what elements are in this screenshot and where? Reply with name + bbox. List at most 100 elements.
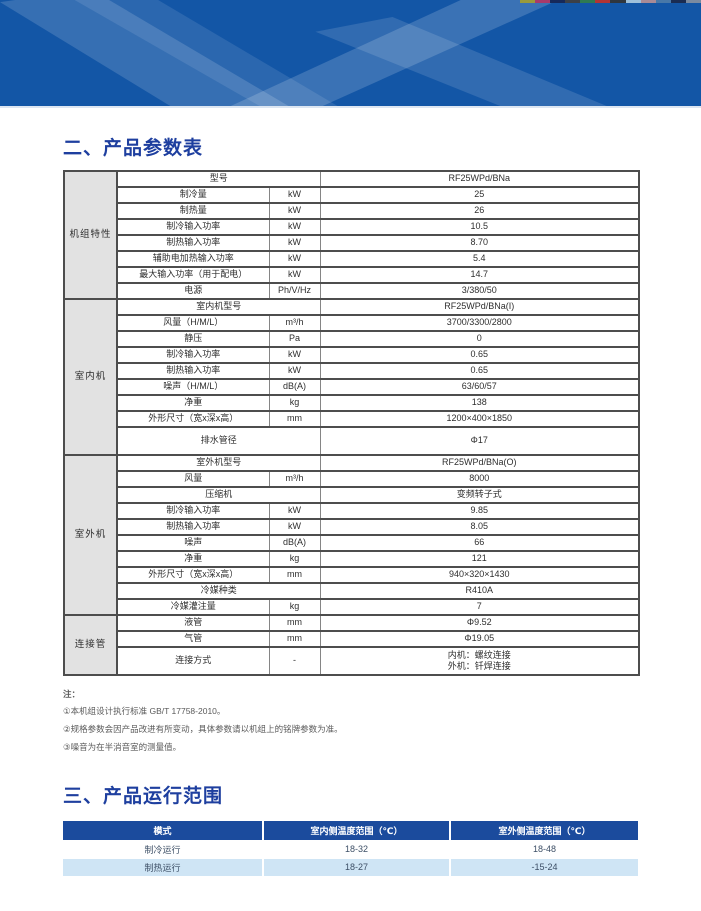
header-banner	[0, 0, 701, 108]
operating-range-table: 模式 室内侧温度范围（℃） 室外侧温度范围（℃） 制冷运行 18-32 18-48 制热运…	[63, 821, 638, 877]
spec-value-cell: 3/380/50	[319, 282, 640, 300]
spec-unit-cell: kW	[268, 250, 321, 268]
spec-row: 制冷输入功率 kW 9.85	[64, 502, 640, 520]
spec-unit-cell: kW	[268, 502, 321, 520]
spec-name-cell: 风量	[116, 470, 270, 488]
spec-row: 噪声 dB(A) 66	[64, 534, 640, 552]
range-cell: 18-32	[262, 840, 450, 859]
spec-value-cell: 8.05	[319, 518, 640, 536]
spec-unit-cell: kW	[268, 218, 321, 236]
spec-name-cell: 静压	[116, 330, 270, 348]
spec-value-cell: RF25WPd/BNa	[319, 170, 640, 188]
color-strip-segment	[610, 0, 626, 3]
spec-value-cell: 66	[319, 534, 640, 552]
spec-name-cell: 排水管径	[116, 426, 321, 456]
range-table-body: 制冷运行 18-32 18-48 制热运行 18-27 -15-24	[63, 840, 638, 877]
spec-row: 制冷输入功率 kW 10.5	[64, 218, 640, 236]
spec-row: 外形尺寸（宽x深x高） mm 1200×400×1850	[64, 410, 640, 428]
spec-name-cell: 制冷输入功率	[116, 502, 270, 520]
spec-unit-cell: Ph/V/Hz	[268, 282, 321, 300]
spec-name-cell: 冷媒种类	[116, 582, 321, 600]
spec-unit-cell: mm	[268, 566, 321, 584]
spec-row: 风量 m³/h 8000	[64, 470, 640, 488]
spec-row: 冷媒种类 R410A	[64, 582, 640, 600]
spec-row: 电源 Ph/V/Hz 3/380/50	[64, 282, 640, 300]
spec-value-cell: 3700/3300/2800	[319, 314, 640, 332]
range-cell: 18-27	[262, 858, 450, 877]
spec-value-cell: 0.65	[319, 346, 640, 364]
spec-value-cell: 138	[319, 394, 640, 412]
spec-name-cell: 制热输入功率	[116, 234, 270, 252]
spec-name-cell: 噪声	[116, 534, 270, 552]
spec-unit-cell: -	[268, 646, 321, 676]
spec-value-cell: 5.4	[319, 250, 640, 268]
color-strip-segment	[535, 0, 551, 3]
spec-unit-cell: m³/h	[268, 314, 321, 332]
color-strip-segment	[565, 0, 581, 3]
spec-row: 冷媒灌注量 kg 7	[64, 598, 640, 616]
spec-value-cell: 7	[319, 598, 640, 616]
color-strip-segment	[640, 0, 656, 3]
spec-name-cell: 连接方式	[116, 646, 270, 676]
spec-unit-cell: kW	[268, 202, 321, 220]
spec-value-cell: 10.5	[319, 218, 640, 236]
spec-row: 风量（H/M/L） m³/h 3700/3300/2800	[64, 314, 640, 332]
color-strip-segment	[670, 0, 686, 3]
spec-name-cell: 制冷输入功率	[116, 218, 270, 236]
spec-value-cell: 变频转子式	[319, 486, 640, 504]
spec-unit-cell: kW	[268, 266, 321, 284]
spec-name-cell: 室内机型号	[116, 298, 321, 316]
spec-name-cell: 制冷量	[116, 186, 270, 204]
spec-value-cell: 8000	[319, 470, 640, 488]
spec-unit-cell: mm	[268, 630, 321, 648]
spec-row: 连接方式 - 内机：螺纹连接 外机：钎焊连接	[64, 646, 640, 676]
color-strip-segment	[685, 0, 701, 3]
color-strip	[520, 0, 701, 3]
spec-row: 室外机 室外机型号 RF25WPd/BNa(O)	[63, 454, 640, 616]
spec-group-cell: 连接管	[63, 614, 118, 676]
notes-block: 注： ①本机组设计执行标准 GB/T 17758-2010。 ②规格参数会因产品改…	[63, 686, 638, 756]
color-strip-segment	[595, 0, 611, 3]
spec-unit-cell: m³/h	[268, 470, 321, 488]
spec-name-cell: 制热输入功率	[116, 362, 270, 380]
range-table-head: 模式 室内侧温度范围（℃） 室外侧温度范围（℃）	[63, 821, 638, 841]
spec-value-cell: Φ17	[319, 426, 640, 456]
spec-row: 机组特性 型号 RF25WPd/BNa	[63, 170, 640, 300]
spec-name-cell: 制冷输入功率	[116, 346, 270, 364]
spec-name-cell: 型号	[116, 170, 321, 188]
spec-group-cell: 室外机	[63, 454, 118, 616]
spec-row: 制热输入功率 kW 8.05	[64, 518, 640, 536]
spec-name-cell: 气管	[116, 630, 270, 648]
note-line: ②规格参数会因产品改进有所变动，具体参数请以机组上的铭牌参数为准。	[63, 724, 343, 734]
spec-row: 制热输入功率 kW 0.65	[64, 362, 640, 380]
spec-value-cell: R410A	[319, 582, 640, 600]
spec-unit-cell: kW	[268, 186, 321, 204]
spec-value-cell: 26	[319, 202, 640, 220]
spec-value-cell: RF25WPd/BNa(O)	[319, 454, 640, 472]
spec-row: 噪声（H/M/L） dB(A) 63/60/57	[64, 378, 640, 396]
spec-unit-cell: kg	[268, 598, 321, 616]
spec-name-cell: 噪声（H/M/L）	[116, 378, 270, 396]
product-parameter-table: 机组特性 型号 RF25WPd/BNa 制冷量 kW 25 制热量 kW 26 制冷输入功率 kW 1…	[63, 170, 641, 676]
spec-row: 净重 kg 121	[64, 550, 640, 568]
spec-value-cell: RF25WPd/BNa(I)	[319, 298, 640, 316]
range-header-cell: 模式	[63, 821, 263, 841]
color-strip-segment	[520, 0, 536, 3]
spec-value-cell: 121	[319, 550, 640, 568]
spec-name-cell: 冷媒灌注量	[116, 598, 270, 616]
range-row: 制冷运行 18-32 18-48	[63, 840, 638, 859]
spec-value-cell: 1200×400×1850	[319, 410, 640, 428]
spec-unit-cell: mm	[268, 410, 321, 428]
range-header-row: 模式 室内侧温度范围（℃） 室外侧温度范围（℃）	[63, 821, 638, 841]
spec-row: 制冷量 kW 25	[64, 186, 640, 204]
spec-name-cell: 外形尺寸（宽x深x高）	[116, 566, 270, 584]
spec-row: 外形尺寸（宽x深x高） mm 940×320×1430	[64, 566, 640, 584]
page-content: 二、产品参数表 机组特性 型号 RF25WPd/BNa 制冷量 kW 25 制热量 kW 26 制…	[0, 137, 701, 877]
spec-unit-cell: dB(A)	[268, 378, 321, 396]
note-line: ③噪音为在半消音室的测量值。	[63, 742, 182, 752]
color-strip-segment	[550, 0, 566, 3]
spec-value-cell: 25	[319, 186, 640, 204]
range-cell: 制冷运行	[63, 840, 263, 859]
notes-list: ①本机组设计执行标准 GB/T 17758-2010。 ②规格参数会因产品改进有所…	[63, 702, 638, 756]
spec-row: 排水管径 Φ17	[64, 426, 640, 456]
